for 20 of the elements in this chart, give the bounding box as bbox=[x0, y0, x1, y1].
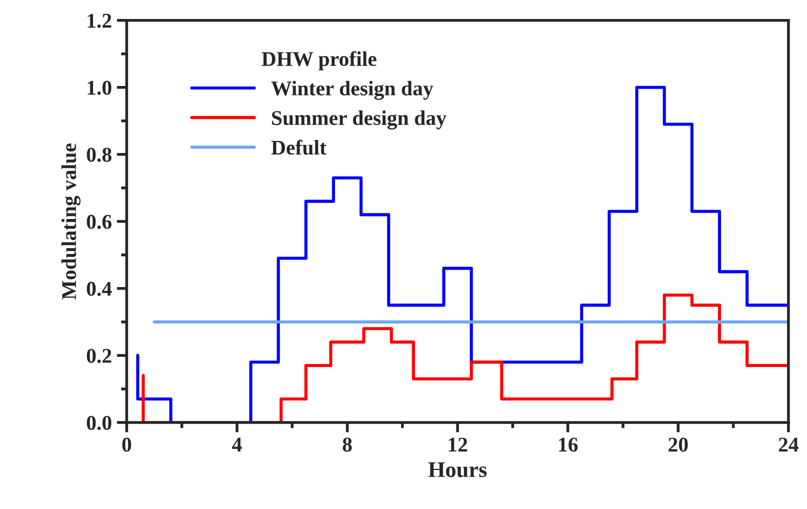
y-tick-label: 0.2 bbox=[86, 348, 112, 363]
x-tick-label: 24 bbox=[778, 438, 798, 452]
legend-label: Winter design day bbox=[271, 80, 434, 100]
y-tick-label: 0.4 bbox=[86, 282, 112, 296]
x-tick-label: 20 bbox=[668, 438, 688, 452]
legend-label: Summer design day bbox=[272, 110, 446, 130]
x-tick-label: 16 bbox=[559, 438, 578, 452]
x-tick-label: 4 bbox=[232, 438, 242, 452]
y-axis-title: Modulating value bbox=[61, 144, 81, 300]
y-tick-label: 0.0 bbox=[86, 416, 112, 430]
x-tick-label: 12 bbox=[448, 438, 468, 452]
y-tick-label: 0.6 bbox=[86, 214, 112, 229]
y-tick-label: 1.0 bbox=[88, 80, 112, 95]
x-tick-label: 8 bbox=[342, 438, 352, 452]
legend-label: Defult bbox=[271, 140, 326, 155]
x-tick-label: 0 bbox=[122, 438, 132, 452]
legend-title: DHW profile bbox=[262, 51, 376, 70]
y-tick-label: 0.8 bbox=[86, 148, 112, 162]
x-axis-title: Hours bbox=[428, 462, 487, 478]
y-tick-label: 1.2 bbox=[88, 14, 112, 28]
